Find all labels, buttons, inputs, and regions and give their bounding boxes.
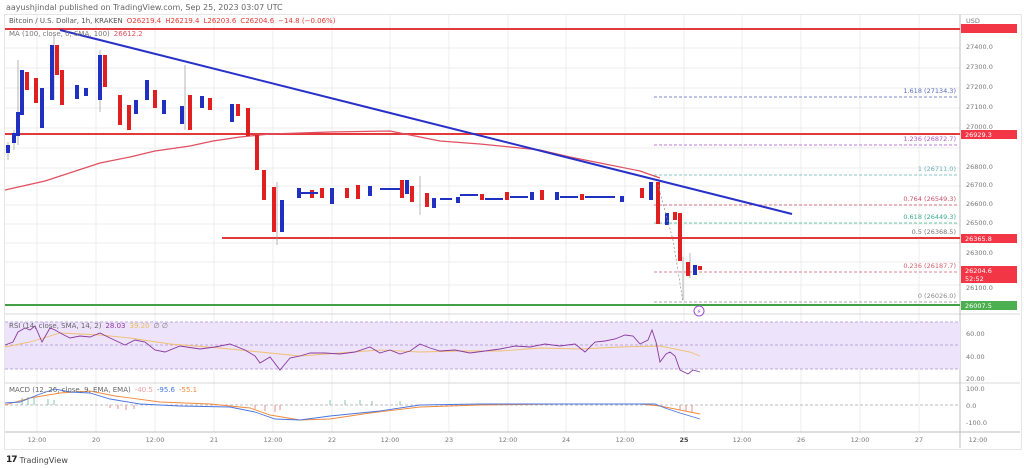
rsi-legend: RSI (14, close, SMA, 14, 2) 28.03 39.20 ∅ ∅ (9, 322, 168, 330)
tradingview-logo[interactable]: 17 TradingView (6, 455, 68, 465)
svg-text:26500.0: 26500.0 (966, 219, 993, 227)
ma-legend: MA (100, close, 0, SMA, 100) 26612.2 (9, 30, 143, 38)
svg-text:27000.0: 27000.0 (966, 123, 993, 131)
svg-text:27200.0: 27200.0 (966, 83, 993, 91)
svg-text:12:00: 12:00 (28, 436, 47, 444)
price-tags: 26929.3 26365.8 26204.6 52:52 26007.5 (961, 24, 1017, 310)
publisher-line: aayushjindal published on TradingView.co… (6, 3, 283, 12)
svg-text:26700.0: 26700.0 (966, 181, 993, 189)
svg-text:0.5 (26368.5): 0.5 (26368.5) (912, 228, 956, 236)
svg-text:26929.3: 26929.3 (965, 131, 992, 139)
svg-text:-100.0: -100.0 (966, 419, 987, 427)
time-axis: 12:00 20 12:00 21 12:00 22 12:00 23 12:0… (28, 436, 988, 444)
svg-text:12:00: 12:00 (146, 436, 165, 444)
price-axis: USD 27400.0 27300.0 27200.0 27100.0 2700… (966, 17, 993, 427)
svg-text:12:00: 12:00 (616, 436, 635, 444)
svg-text:20: 20 (92, 436, 100, 444)
rsi-line (4, 325, 701, 375)
svg-text:⚡: ⚡ (697, 308, 702, 316)
macd-line (4, 388, 701, 421)
svg-text:USD: USD (966, 17, 980, 25)
svg-text:12:00: 12:00 (851, 436, 870, 444)
svg-text:12:00: 12:00 (381, 436, 400, 444)
svg-text:25: 25 (679, 436, 689, 444)
svg-text:40.00: 40.00 (966, 353, 985, 361)
svg-text:0 (26026.0): 0 (26026.0) (918, 292, 956, 300)
svg-text:27100.0: 27100.0 (966, 103, 993, 111)
svg-text:27400.0: 27400.0 (966, 43, 993, 51)
svg-text:100.0: 100.0 (966, 385, 985, 393)
svg-text:27: 27 (915, 436, 923, 444)
svg-text:12:00: 12:00 (969, 436, 988, 444)
svg-text:26007.5: 26007.5 (965, 302, 992, 310)
svg-text:12:00: 12:00 (499, 436, 518, 444)
tradingview-logo-icon: 17 (6, 455, 17, 465)
svg-text:1.618 (27134.3): 1.618 (27134.3) (903, 87, 956, 95)
svg-text:26100.0: 26100.0 (966, 284, 993, 292)
macd-legend: MACD (12, 26, close, 9, EMA, EMA) -40.5 -9… (9, 386, 198, 394)
tradingview-brand: TradingView (19, 455, 68, 465)
svg-text:1 (26711.0): 1 (26711.0) (918, 165, 956, 173)
svg-text:22: 22 (328, 436, 336, 444)
svg-text:24: 24 (562, 436, 570, 444)
svg-text:0.764 (26549.3): 0.764 (26549.3) (903, 195, 956, 203)
event-marker-icon[interactable] (693, 305, 705, 317)
svg-text:60.00: 60.00 (966, 330, 985, 338)
svg-text:21: 21 (210, 436, 218, 444)
svg-text:20.00: 20.00 (966, 375, 985, 383)
svg-text:52:52: 52:52 (965, 275, 984, 283)
svg-text:1.236 (26872.7): 1.236 (26872.7) (903, 135, 956, 143)
svg-text:0.618 (26449.3): 0.618 (26449.3) (903, 213, 956, 221)
svg-text:26800.0: 26800.0 (966, 163, 993, 171)
chart-frame (4, 14, 1022, 450)
candlesticks (6, 35, 702, 300)
svg-text:26365.8: 26365.8 (965, 235, 992, 243)
svg-text:26300.0: 26300.0 (966, 249, 993, 257)
macd-hist-negative (109, 405, 693, 412)
svg-text:12:00: 12:00 (733, 436, 752, 444)
fibonacci-levels (654, 96, 958, 303)
svg-text:26600.0: 26600.0 (966, 200, 993, 208)
fibonacci-labels: 1.618 (27134.3) 1.236 (26872.7) 1 (26711… (903, 87, 956, 300)
svg-text:26: 26 (797, 436, 805, 444)
svg-text:0.0: 0.0 (966, 402, 976, 410)
symbol-legend: Bitcoin / U.S. Dollar, 1h, KRAKEN O26219.… (9, 17, 336, 25)
svg-text:27300.0: 27300.0 (966, 63, 993, 71)
svg-text:12:00: 12:00 (264, 436, 283, 444)
bearish-trend-line[interactable] (59, 29, 793, 215)
horizontal-gridlines (5, 47, 960, 286)
svg-text:0.236 (26187.7): 0.236 (26187.7) (903, 262, 956, 270)
svg-text:23: 23 (445, 436, 453, 444)
svg-text:26204.6: 26204.6 (965, 267, 992, 275)
